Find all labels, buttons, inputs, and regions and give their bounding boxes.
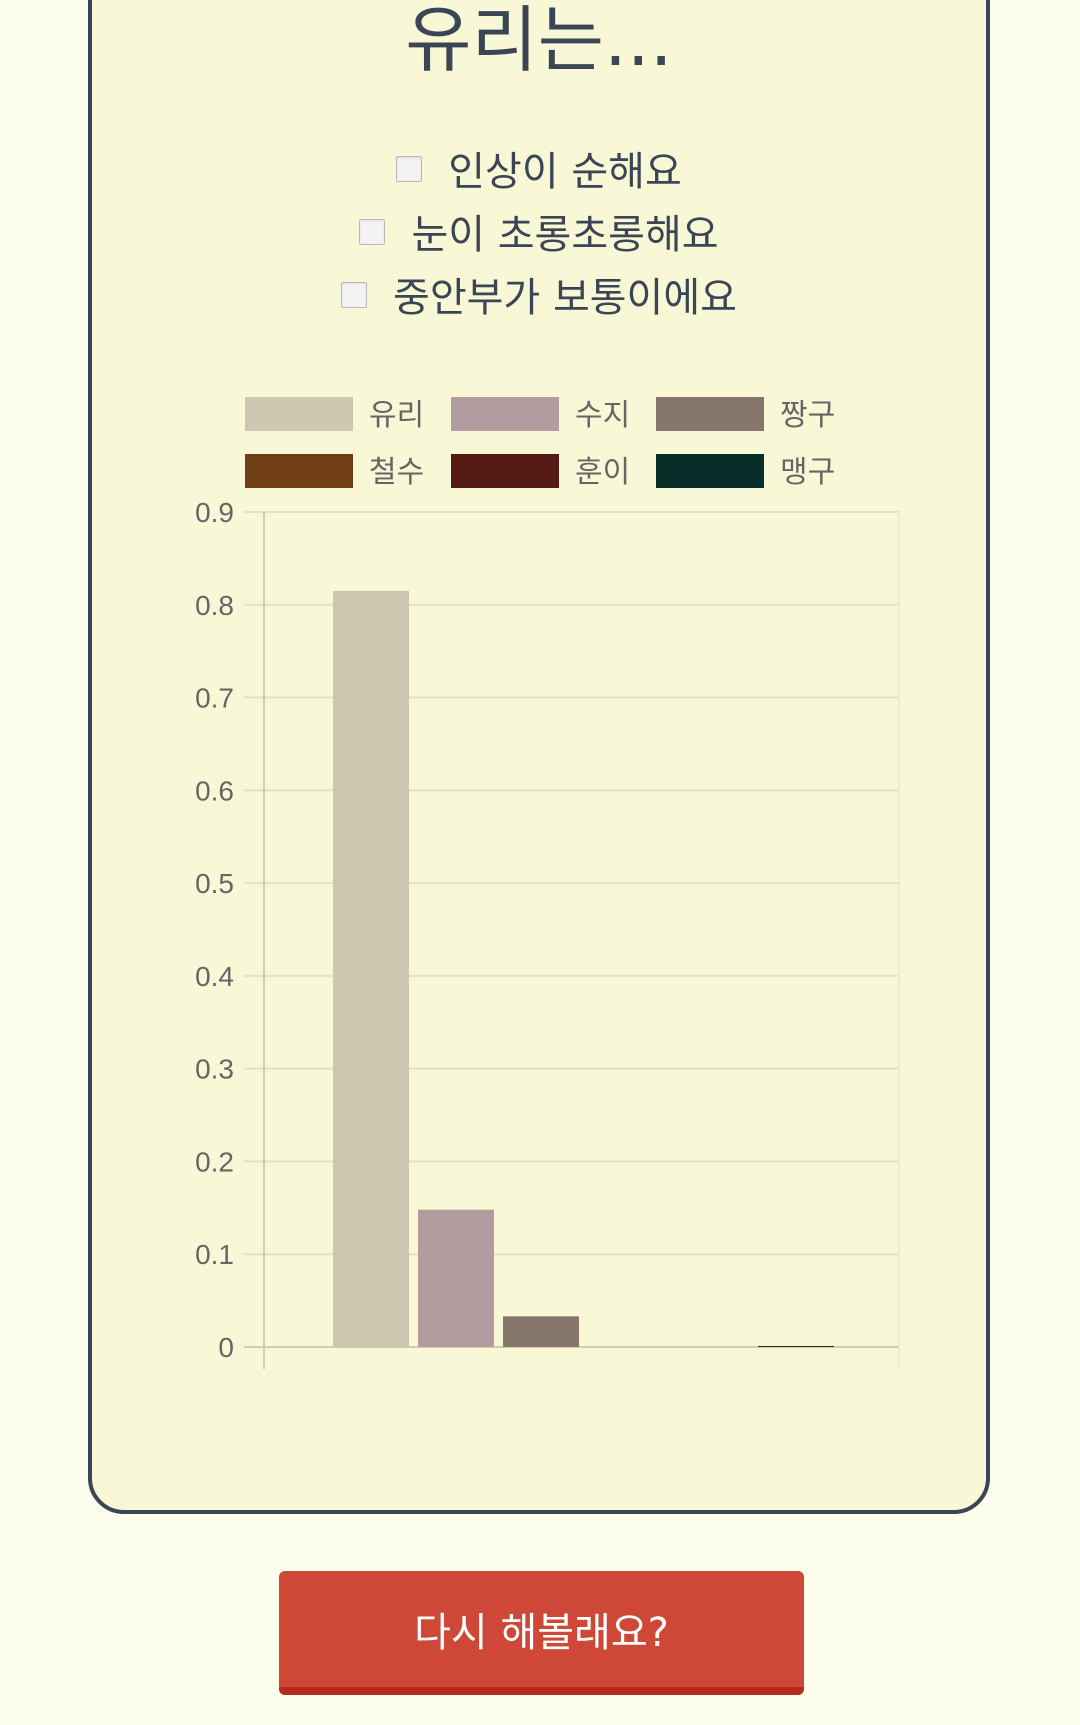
option-label: 중안부가 보통이에요 (393, 275, 737, 321)
legend-label: 짱구 (780, 398, 835, 433)
y-tick-label: 0.3 (195, 1054, 234, 1085)
legend-swatch (656, 397, 764, 431)
y-tick-label: 0.5 (195, 868, 234, 899)
legend-swatch (451, 454, 559, 488)
legend-label: 맹구 (780, 455, 835, 490)
legend-label: 수지 (575, 398, 630, 433)
y-tick-label: 0.7 (195, 683, 234, 714)
legend-swatch (245, 454, 353, 488)
bar-6 (758, 1346, 834, 1347)
retry-button[interactable]: 다시 해볼래요? (279, 1571, 804, 1695)
legend-swatch (245, 397, 353, 431)
y-tick-label: 0.8 (195, 590, 234, 621)
option-label: 눈이 초롱초롱해요 (411, 212, 719, 258)
bar-3 (503, 1316, 579, 1347)
y-tick-label: 0 (218, 1332, 234, 1363)
y-tick-label: 0.4 (195, 961, 234, 992)
legend-swatch (656, 454, 764, 488)
result-card: 유리는... 인상이 순해요 눈이 초롱초롱해요 중안부가 보통이에요 (88, 0, 990, 1514)
bar-1 (333, 590, 409, 1347)
option-2[interactable]: 눈이 초롱초롱해요 (92, 213, 986, 255)
option-label: 인상이 순해요 (448, 149, 682, 195)
legend-swatch (451, 397, 559, 431)
y-tick-label: 0.9 (195, 497, 234, 528)
legend-label: 유리 (369, 398, 424, 433)
option-checkbox[interactable] (341, 282, 368, 308)
y-tick-label: 0.6 (195, 775, 234, 806)
legend-label: 훈이 (575, 455, 630, 490)
option-checkbox[interactable] (359, 219, 386, 245)
bar-2 (418, 1209, 494, 1347)
question-title: 유리는... (405, 0, 673, 82)
y-tick-label: 0.2 (195, 1146, 234, 1177)
legend-label: 철수 (369, 455, 424, 490)
option-3[interactable]: 중안부가 보통이에요 (92, 276, 986, 318)
option-1[interactable]: 인상이 순해요 (92, 150, 986, 192)
y-tick-label: 0.1 (195, 1239, 234, 1270)
option-checkbox[interactable] (396, 156, 423, 182)
